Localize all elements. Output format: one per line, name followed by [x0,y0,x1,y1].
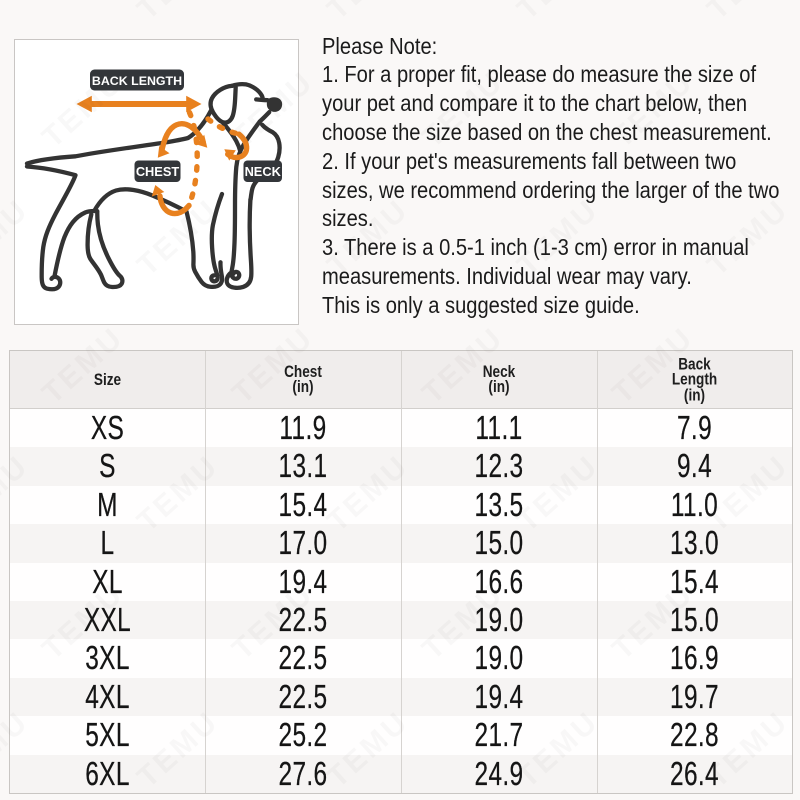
svg-text:BACK LENGTH: BACK LENGTH [92,74,182,88]
svg-text:NECK: NECK [245,164,282,179]
svg-text:CHEST: CHEST [136,164,180,179]
